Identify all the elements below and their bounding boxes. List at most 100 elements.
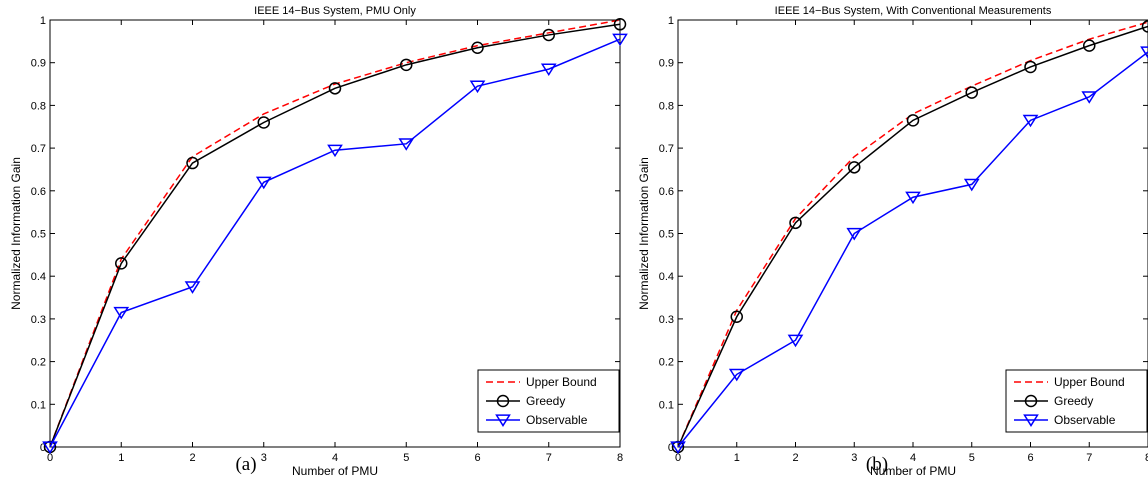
- data-point-observable: [612, 33, 628, 47]
- x-tick-label: 6: [1027, 452, 1033, 464]
- data-point-observable: [1081, 91, 1098, 104]
- y-tick-label: 0.4: [31, 271, 46, 283]
- x-tick-label: 5: [969, 452, 975, 464]
- x-tick-label: 6: [474, 452, 480, 464]
- data-point-greedy: [1024, 60, 1037, 74]
- data-point-observable: [327, 144, 343, 158]
- y-tick-label: 0.6: [31, 186, 46, 198]
- x-tick-label: 2: [792, 452, 798, 464]
- data-point-observable: [787, 334, 804, 348]
- legend: Upper Bound Greedy Observable: [1005, 369, 1148, 433]
- data-point-greedy: [789, 216, 802, 230]
- y-tick-label: 0.8: [659, 100, 674, 112]
- data-point-observable: [670, 441, 686, 454]
- data-point-greedy: [906, 114, 920, 127]
- data-point-observable: [1140, 46, 1148, 59]
- y-tick-label: 0.3: [659, 314, 674, 326]
- data-point-observable: [728, 368, 745, 382]
- data-point-observable: [255, 176, 272, 190]
- x-tick-label: 4: [910, 452, 916, 464]
- data-point-observable: [398, 138, 415, 151]
- y-tick-label: 0.4: [659, 271, 674, 283]
- y-tick-label: 0.2: [659, 357, 674, 369]
- x-tick-label: 7: [546, 452, 552, 464]
- y-tick-label: 1: [40, 15, 46, 27]
- data-point-observable: [113, 306, 130, 320]
- data-point-greedy: [400, 58, 413, 72]
- data-point-observable: [540, 63, 557, 77]
- data-point-greedy: [542, 28, 555, 42]
- data-point-greedy: [730, 310, 743, 324]
- x-tick-label: 0: [675, 452, 681, 464]
- series-line-upper-bound: [49, 19, 621, 448]
- legend-label-greedy: Greedy: [1054, 394, 1093, 408]
- figure-caption: (b): [866, 454, 888, 475]
- y-tick-label: 0.6: [659, 186, 674, 198]
- y-tick-label: 0: [668, 442, 674, 454]
- legend-label-observable: Observable: [1054, 413, 1116, 427]
- data-point-observable: [184, 281, 201, 294]
- chart-title: IEEE 14−Bus System, PMU Only: [254, 5, 416, 17]
- y-tick-label: 0.5: [659, 229, 674, 241]
- data-point-observable: [905, 191, 921, 205]
- legend-marker-observable: [495, 414, 511, 427]
- data-point-greedy: [965, 86, 978, 99]
- data-point-greedy: [848, 161, 861, 174]
- data-point-observable: [1022, 114, 1039, 128]
- y-tick-label: 0.9: [659, 58, 674, 70]
- x-tick-label: 3: [261, 452, 267, 464]
- data-point-observable: [42, 441, 58, 454]
- x-tick-label: 7: [1086, 452, 1092, 464]
- series-line-observable: [49, 38, 621, 448]
- data-point-observable: [469, 80, 486, 94]
- y-axis-label: Normalized Information Gain: [9, 157, 23, 310]
- data-point-greedy: [1083, 39, 1096, 52]
- data-point-greedy: [613, 18, 627, 31]
- figure-caption: (a): [235, 454, 256, 475]
- series-line-observable: [677, 51, 1148, 448]
- chart-title: IEEE 14−Bus System, With Conventional Me…: [775, 5, 1052, 17]
- x-tick-label: 2: [189, 452, 195, 464]
- y-tick-label: 0.7: [31, 143, 46, 155]
- y-tick-label: 0.9: [31, 58, 46, 70]
- x-tick-label: 0: [47, 452, 53, 464]
- data-point-observable: [963, 178, 980, 192]
- data-point-observable: [846, 227, 863, 241]
- legend-label-greedy: Greedy: [526, 394, 565, 408]
- data-point-greedy: [186, 156, 199, 170]
- legend-label-upper-bound: Upper Bound: [1054, 375, 1125, 389]
- x-tick-label: 8: [1145, 452, 1148, 464]
- legend-label-upper-bound: Upper Bound: [526, 375, 597, 389]
- data-point-greedy: [471, 41, 484, 55]
- chart-panel-2: IEEE 14−Bus System, With Conventional Me…: [637, 5, 1148, 478]
- series-line-upper-bound: [677, 21, 1148, 448]
- x-tick-label: 4: [332, 452, 338, 464]
- x-tick-label: 1: [118, 452, 124, 464]
- y-tick-label: 0: [40, 442, 46, 454]
- legend-marker-greedy: [496, 394, 510, 408]
- x-tick-label: 3: [851, 452, 857, 464]
- x-tick-label: 1: [734, 452, 740, 464]
- y-tick-label: 0.8: [31, 100, 46, 112]
- y-tick-label: 0.2: [31, 357, 46, 369]
- series-line-greedy: [49, 23, 621, 448]
- data-point-greedy: [115, 257, 128, 270]
- y-tick-label: 0.1: [31, 399, 46, 411]
- legend-label-observable: Observable: [526, 413, 588, 427]
- y-tick-label: 0.5: [31, 229, 46, 241]
- chart-panel-1: IEEE 14−Bus System, PMU Only 0 1 2 3 4 5 6 7 8 0 0.…: [9, 5, 628, 478]
- y-tick-label: 0.7: [659, 143, 674, 155]
- x-axis-label: Number of PMU: [870, 464, 956, 478]
- data-point-greedy: [328, 82, 342, 95]
- data-point-greedy: [1141, 20, 1148, 33]
- y-tick-label: 0.3: [31, 314, 46, 326]
- legend-marker-greedy: [1024, 394, 1038, 408]
- data-point-greedy: [257, 116, 270, 129]
- legend-marker-observable: [1023, 414, 1039, 427]
- y-axis-label: Normalized Information Gain: [637, 157, 651, 310]
- x-tick-label: 5: [403, 452, 409, 464]
- legend: Upper Bound Greedy Observable: [477, 369, 620, 433]
- x-tick-label: 8: [617, 452, 623, 464]
- y-tick-label: 0.1: [659, 399, 674, 411]
